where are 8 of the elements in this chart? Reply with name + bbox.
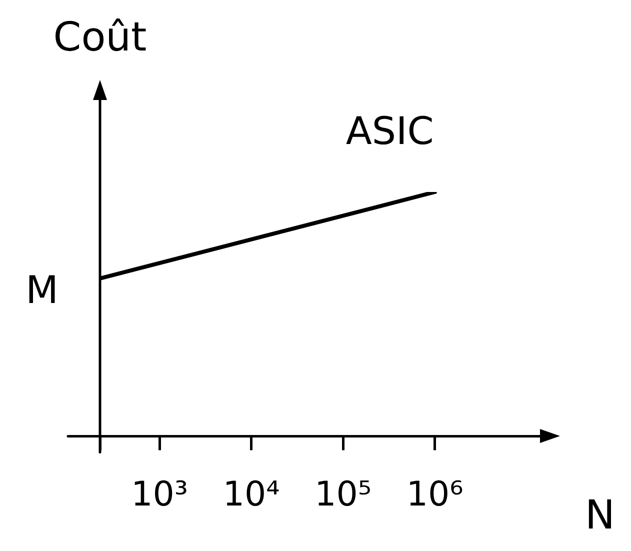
x-tick-label: 10³ <box>131 474 188 514</box>
x-tick-label: 10⁴ <box>222 474 280 514</box>
x-axis-title: N <box>585 492 615 538</box>
x-tick-label: 10⁶ <box>406 474 464 514</box>
y-axis-title: Coût <box>53 14 147 60</box>
x-tick-label: 10⁵ <box>314 474 372 514</box>
series-label: ASIC <box>346 108 434 153</box>
text: M <box>26 268 58 312</box>
